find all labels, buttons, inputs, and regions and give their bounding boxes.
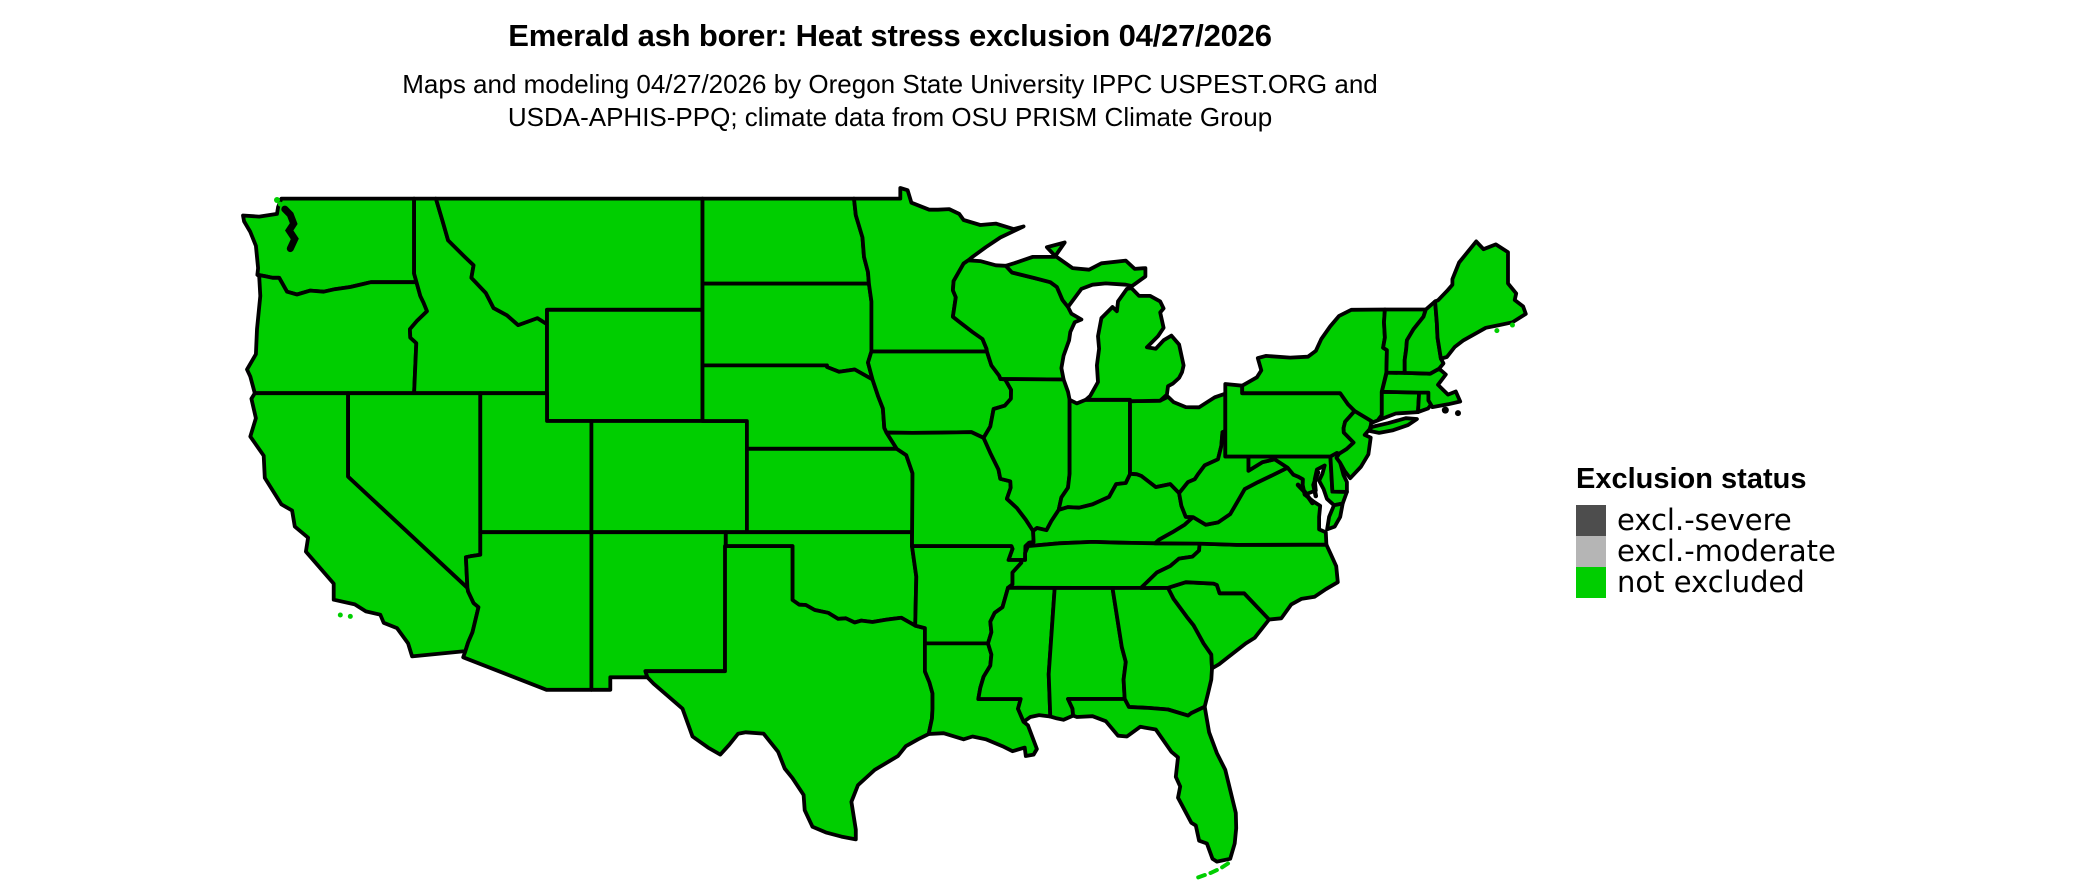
state-li	[1367, 416, 1419, 435]
state-vash	[1325, 501, 1345, 532]
island-speck	[1509, 322, 1515, 328]
island-speck	[277, 201, 283, 207]
island-speck	[1441, 406, 1449, 414]
legend-swatch-severe	[1576, 505, 1606, 536]
legend-row-not-excluded: not excluded	[1576, 567, 1836, 598]
island-speck	[1494, 328, 1500, 334]
legend: Exclusion status excl.-severe excl.-mode…	[1576, 464, 1836, 598]
state-nc	[1139, 541, 1340, 622]
island-speck	[337, 612, 343, 618]
state-nm	[589, 530, 728, 692]
island-speck	[347, 613, 353, 619]
page-title: Emerald ash borer: Heat stress exclusion…	[508, 18, 1272, 53]
us-map-svg	[241, 186, 1528, 880]
state-az	[461, 530, 594, 692]
state-me	[1433, 239, 1528, 361]
state-tx	[643, 544, 935, 842]
state-wy	[545, 307, 705, 423]
map-header: Emerald ash borer: Heat stress exclusion…	[190, 18, 1590, 134]
coastal-detail	[1311, 470, 1321, 499]
legend-label-not-excluded: not excluded	[1617, 565, 1805, 599]
island-speck	[273, 196, 280, 203]
state-ks	[745, 446, 915, 535]
legend-swatch-not-excluded	[1576, 567, 1606, 598]
subtitle-line-2: USDA-APHIS-PPQ; climate data from OSU PR…	[507, 102, 1273, 132]
island-speck	[1454, 410, 1461, 417]
map-subtitle: Maps and modeling 04/27/2026 by Oregon S…	[190, 68, 1590, 134]
state-fl	[1066, 697, 1239, 864]
state-co	[589, 419, 749, 535]
legend-items: excl.-severe excl.-moderate not excluded	[1576, 505, 1836, 598]
legend-label-severe: excl.-severe	[1617, 503, 1792, 537]
subtitle-line-1: Maps and modeling 04/27/2026 by Oregon S…	[402, 69, 1378, 99]
us-map	[240, 185, 1550, 885]
legend-title: Exclusion status	[1576, 463, 1807, 495]
legend-label-moderate: excl.-moderate	[1617, 534, 1836, 568]
state-or	[245, 272, 429, 396]
state-nd	[700, 196, 871, 286]
coastal-detail	[281, 205, 299, 253]
legend-row-moderate: excl.-moderate	[1576, 536, 1836, 567]
legend-row-severe: excl.-severe	[1576, 505, 1836, 536]
legend-swatch-moderate	[1576, 536, 1606, 567]
coastal-detail	[1295, 482, 1315, 506]
state-milp	[1083, 286, 1186, 404]
coastal-detail	[1194, 861, 1230, 880]
state-ct	[1375, 389, 1421, 423]
state-miup	[1003, 240, 1148, 309]
